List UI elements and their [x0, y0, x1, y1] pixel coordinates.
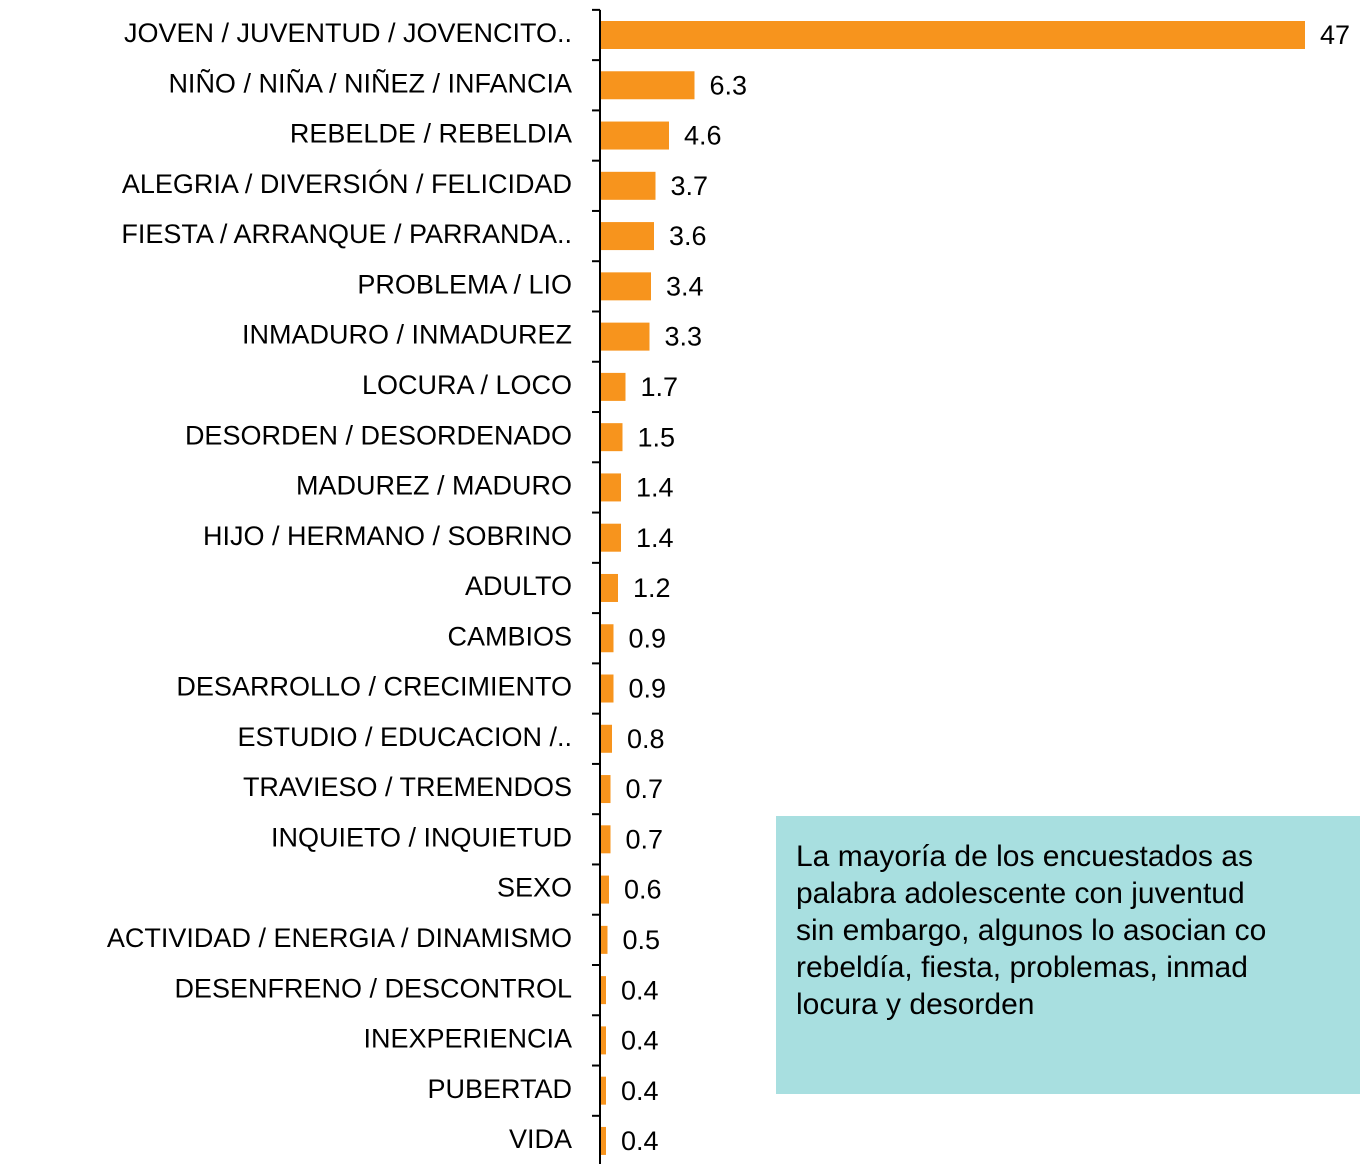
- category-label: PROBLEMA / LIO: [357, 269, 572, 299]
- note-line: palabra adolescente con juventud: [796, 877, 1245, 910]
- bar: [600, 71, 695, 100]
- value-label: 0.9: [629, 674, 667, 704]
- bar: [600, 473, 621, 502]
- value-label: 0.4: [621, 1126, 659, 1156]
- bar: [600, 976, 606, 1005]
- bar: [600, 724, 612, 753]
- category-label: ACTIVIDAD / ENERGIA / DINAMISMO: [107, 923, 572, 953]
- value-label: 0.9: [629, 623, 667, 653]
- value-label: 47: [1320, 20, 1350, 50]
- value-label: 0.8: [627, 724, 665, 754]
- value-label: 0.4: [621, 1026, 659, 1056]
- value-label: 3.4: [666, 271, 704, 301]
- category-label: PUBERTAD: [427, 1074, 572, 1104]
- value-label: 3.3: [665, 322, 703, 352]
- note-box: La mayoría de los encuestados as palabra …: [776, 816, 1360, 1094]
- bar: [600, 272, 651, 301]
- bar: [600, 925, 608, 954]
- value-label: 3.6: [669, 221, 707, 251]
- value-label: 4.6: [684, 121, 722, 151]
- category-label: REBELDE / REBELDIA: [290, 119, 572, 149]
- bar: [600, 624, 614, 653]
- value-label: 0.4: [621, 1076, 659, 1106]
- note-line: sin embargo, algunos lo asocian co: [796, 914, 1267, 947]
- value-label: 6.3: [710, 70, 748, 100]
- category-label: VIDA: [509, 1124, 572, 1154]
- value-label: 1.4: [636, 473, 674, 503]
- note-line: locura y desorden: [796, 988, 1035, 1021]
- bar: [600, 121, 669, 150]
- category-label: NIÑO / NIÑA / NIÑEZ / INFANCIA: [168, 67, 572, 98]
- bar: [600, 1076, 606, 1105]
- bar: [600, 423, 623, 452]
- bar: [600, 322, 650, 351]
- value-label: 0.4: [621, 975, 659, 1005]
- value-label: 1.2: [633, 573, 671, 603]
- category-label: INEXPERIENCIA: [363, 1024, 572, 1054]
- category-label: TRAVIESO / TREMENDOS: [243, 772, 572, 802]
- category-label: SEXO: [497, 873, 572, 903]
- category-label: FIESTA / ARRANQUE / PARRANDA..: [121, 219, 572, 249]
- value-label: 0.5: [623, 925, 661, 955]
- note-line: rebeldía, fiesta, problemas, inmad: [796, 951, 1248, 984]
- category-label: ADULTO: [465, 571, 572, 601]
- bar: [600, 1126, 606, 1155]
- category-label: DESARROLLO / CRECIMIENTO: [176, 672, 572, 702]
- value-label: 1.7: [641, 372, 679, 402]
- category-label: MADUREZ / MADURO: [296, 471, 572, 501]
- value-label: 0.6: [624, 875, 662, 905]
- category-label: INQUIETO / INQUIETUD: [271, 822, 572, 852]
- bar: [600, 875, 609, 904]
- bar: [600, 825, 611, 854]
- bar: [600, 222, 654, 251]
- value-label: 1.5: [638, 422, 676, 452]
- category-label: DESENFRENO / DESCONTROL: [174, 973, 572, 1003]
- category-label: LOCURA / LOCO: [362, 370, 572, 400]
- value-label: 1.4: [636, 523, 674, 553]
- bar: [600, 775, 611, 804]
- category-label: DESORDEN / DESORDENADO: [185, 420, 572, 450]
- bar: [600, 21, 1305, 49]
- value-label: 0.7: [626, 774, 664, 804]
- value-label: 3.7: [671, 171, 709, 201]
- note-line: La mayoría de los encuestados as: [796, 840, 1253, 873]
- category-label: ESTUDIO / EDUCACION /..: [237, 722, 572, 752]
- bar: [600, 372, 626, 401]
- bar: [600, 523, 621, 552]
- bar: [600, 1026, 606, 1055]
- category-label: INMADURO / INMADUREZ: [242, 320, 572, 350]
- category-label: ALEGRIA / DIVERSIÓN / FELICIDAD: [122, 168, 572, 199]
- bar: [600, 573, 618, 602]
- category-label: CAMBIOS: [447, 621, 572, 651]
- bar: [600, 171, 656, 200]
- value-label: 0.7: [626, 824, 664, 854]
- category-label: JOVEN / JUVENTUD / JOVENCITO..: [124, 18, 572, 48]
- bar: [600, 674, 614, 703]
- category-label: HIJO / HERMANO / SOBRINO: [203, 521, 572, 551]
